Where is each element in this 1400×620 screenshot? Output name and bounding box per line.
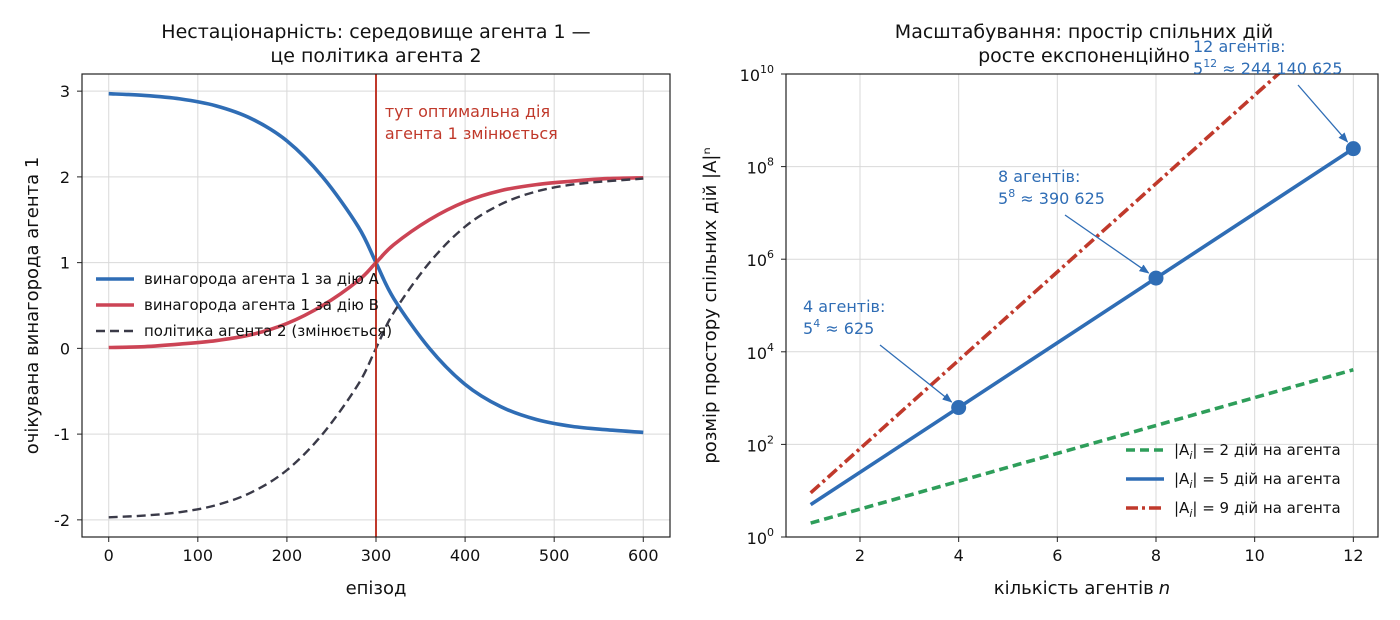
right-legend-label-sub-0: i [1189,449,1192,462]
right-annotation-base-1: 5 [998,189,1008,208]
right-x-axis-label-var: n [1159,578,1170,599]
right-y-tick-label-3: 106 [747,248,774,270]
right-annotation-value-1: ≈ 390 625 [1015,189,1105,208]
right-series [809,74,1355,525]
right-y-tick-base-3: 10 [747,251,767,270]
right-points [951,141,1361,416]
right-annotation-base-0: 5 [803,319,813,338]
right-annotation-line2-1: 58 ≈ 390 625 [998,187,1105,208]
right-x-tick-label-2: 6 [1052,546,1062,565]
right-legend-label-sub-1: i [1189,478,1192,491]
left-y-tick-label-4: 2 [60,168,70,187]
right-series-line-0 [810,368,1354,525]
right-legend-label-suffix-2: | = 9 дій на агента [1192,499,1340,517]
right-x-tick-label-0: 2 [855,546,865,565]
right-y-axis-label: розмір простору спільних дій |A|ⁿ [700,147,721,463]
right-legend-label-0: |Ai| = 2 дій на агента [1174,441,1341,462]
right-x-tick-label-3: 8 [1151,546,1161,565]
right-series-line-1 [809,147,1355,507]
left-title-line-2: це політика агента 2 [270,45,481,67]
left-legend-label-2: політика агента 2 (змінюється) [144,322,392,340]
right-legend-label-prefix-2: |A [1174,499,1190,517]
right-y-tick-label-1: 102 [747,433,774,455]
right-title-line-1: Масштабування: простір спільних дій [895,21,1273,43]
right-legend-label-sub-2: i [1189,507,1192,520]
right-legend-label-suffix-1: | = 5 дій на агента [1192,470,1340,488]
right-plot-frame [785,73,1379,538]
right-annotation-arrow-0 [879,344,953,403]
left-x-tick-label-4: 400 [450,546,481,565]
left-y-tick-label-3: 1 [60,254,70,273]
right-y-tick-exp-5: 10 [760,63,774,76]
left-y-tick-label-0: -2 [54,511,70,530]
left-ticks: 0 100 200 300 400 500 600 -2 -1 0 1 2 3 [54,82,658,565]
left-x-tick-label-2: 200 [272,546,303,565]
right-annotation-line1-1: 8 агентів: [998,167,1080,186]
right-y-tick-base-4: 10 [747,159,767,178]
left-legend: винагорода агента 1 за дію A винагорода а… [96,270,392,340]
right-y-tick-label-5: 1010 [740,63,774,85]
right-annotation-line2-2: 512 ≈ 244 140 625 [1193,57,1343,78]
right-point-marker-0 [951,400,967,416]
left-x-tick-label-0: 0 [104,546,114,565]
left-x-tick-label-6: 600 [628,546,659,565]
right-y-tick-label-4: 108 [747,156,774,178]
right-y-tick-label-2: 104 [747,341,774,363]
left-x-tick-label-1: 100 [183,546,214,565]
right-y-tick-exp-0: 0 [767,526,774,539]
left-title-line-1: Нестаціонарність: середовище агента 1 — [161,21,590,43]
left-y-tick-label-2: 0 [60,339,70,358]
right-y-tick-base-2: 10 [747,344,767,363]
right-title-line-2: росте експоненційно [978,45,1190,67]
left-annotation-line-2: агента 1 змінюється [385,124,558,143]
right-legend-label-suffix-0: | = 2 дій на агента [1192,441,1340,459]
right-annotation-line1-0: 4 агентів: [803,297,885,316]
right-x-tick-label-1: 4 [954,546,964,565]
right-x-axis-label-text: кількість агентів [994,578,1154,599]
left-x-tick-label-3: 300 [361,546,392,565]
right-annotation-exp-1: 8 [1008,187,1015,200]
left-legend-label-0: винагорода агента 1 за дію A [144,270,380,288]
right-x-axis-label: кількість агентів n [994,578,1170,599]
left-y-axis-label: очікувана винагорода агента 1 [22,157,43,455]
left-y-tick-label-5: 3 [60,82,70,101]
left-y-tick-label-1: -1 [54,425,70,444]
right-x-tick-label-4: 10 [1244,546,1264,565]
right-annotation-line2-0: 54 ≈ 625 [803,317,874,338]
right-legend-label-2: |Ai| = 9 дій на агента [1174,499,1341,520]
right-annotation-line1-2: 12 агентів: [1193,37,1286,56]
right-y-tick-exp-4: 8 [767,156,774,169]
right-series-line-2 [809,74,1282,495]
right-annotation-exp-0: 4 [813,317,820,330]
right-y-tick-exp-1: 2 [767,433,774,446]
right-point-marker-1 [1148,270,1164,286]
right-y-tick-base-0: 10 [747,529,767,548]
right-annotation-exp-2: 12 [1203,57,1217,70]
right-legend-label-prefix-1: |A [1174,470,1190,488]
right-y-tick-exp-2: 4 [767,341,774,354]
right-annotation-value-2: ≈ 244 140 625 [1217,59,1342,78]
right-y-tick-exp-3: 6 [767,248,774,261]
right-legend-label-prefix-0: |A [1174,441,1190,459]
right-legend-label-1: |Ai| = 5 дій на агента [1174,470,1341,491]
right-y-tick-base-1: 10 [747,436,767,455]
right-annotation-arrow-1 [1064,214,1150,274]
left-chart: 0 100 200 300 400 500 600 -2 -1 0 1 2 3 Нестаціонарн… [22,21,671,599]
right-legend: |Ai| = 2 дій на агента|Ai| = 5 дій на аг… [1126,441,1341,520]
left-annotation-line-1: тут оптимальна дія [385,102,550,121]
right-annotation-value-0: ≈ 625 [820,319,874,338]
left-x-axis-label: епізод [346,578,407,599]
right-annotation-arrow-2 [1297,84,1349,143]
right-y-tick-label-0: 100 [747,526,774,548]
right-x-tick-label-5: 12 [1343,546,1363,565]
right-annotation-base-2: 5 [1193,59,1203,78]
right-y-tick-base-5: 10 [740,66,760,85]
left-legend-label-1: винагорода агента 1 за дію B [144,296,379,314]
right-point-marker-2 [1345,141,1361,157]
left-x-tick-label-5: 500 [539,546,570,565]
